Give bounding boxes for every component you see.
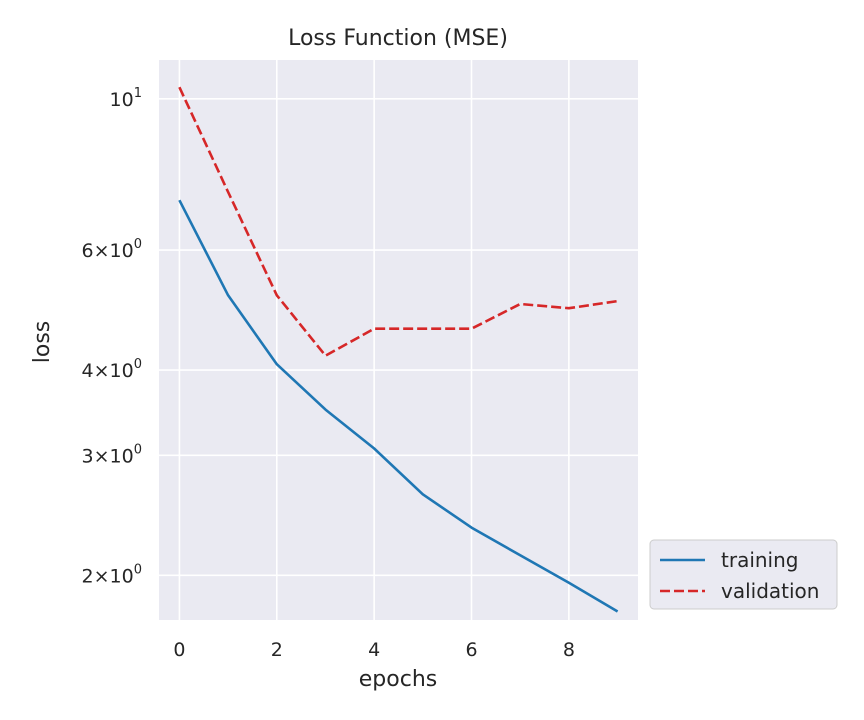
y-tick-label: 6×100 — [82, 237, 142, 262]
series-line-training — [178, 199, 619, 613]
legend-label-validation: validation — [721, 579, 819, 603]
y-tick-labels: 101 6×100 4×100 3×100 2×100 — [82, 86, 142, 588]
series-line-validation — [178, 86, 618, 358]
x-tick-label: 4 — [368, 639, 380, 661]
y-tick-label: 101 — [110, 86, 142, 111]
x-tick-label: 0 — [173, 639, 185, 661]
series-lines — [178, 86, 619, 613]
x-tick-label: 2 — [271, 639, 283, 661]
legend: training validation — [649, 539, 838, 610]
y-tick-label: 3×100 — [82, 442, 142, 467]
y-tick-label: 4×100 — [82, 357, 142, 382]
plot-area — [159, 60, 638, 620]
y-axis-label: loss — [30, 321, 55, 364]
chart-title: Loss Function (MSE) — [288, 26, 508, 51]
x-tick-label: 8 — [563, 639, 575, 661]
x-axis-label: epochs — [359, 667, 437, 692]
legend-label-training: training — [721, 548, 798, 572]
y-tick-label: 2×100 — [82, 562, 142, 587]
legend-items: training validation — [660, 548, 819, 603]
x-tick-label: 6 — [465, 639, 477, 661]
x-tick-labels: 0 2 4 6 8 — [173, 639, 575, 661]
